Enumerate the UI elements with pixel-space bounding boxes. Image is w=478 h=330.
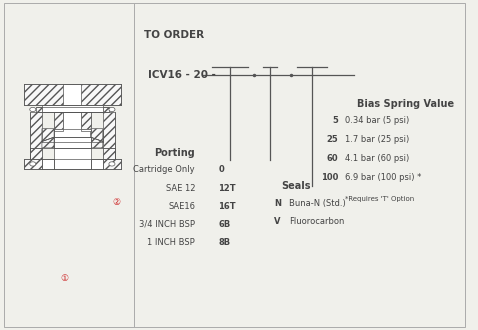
Polygon shape xyxy=(91,159,103,169)
Text: 6.9 bar (100 psi) *: 6.9 bar (100 psi) * xyxy=(345,173,421,182)
Text: 8B: 8B xyxy=(218,238,230,247)
Polygon shape xyxy=(54,148,91,169)
Text: ①: ① xyxy=(60,274,68,283)
Polygon shape xyxy=(103,107,109,112)
Text: 60: 60 xyxy=(326,154,338,163)
Text: TO ORDER: TO ORDER xyxy=(143,30,204,40)
Circle shape xyxy=(30,162,36,166)
Polygon shape xyxy=(42,137,54,148)
Circle shape xyxy=(109,107,115,112)
Polygon shape xyxy=(103,148,115,159)
Circle shape xyxy=(30,107,36,112)
Text: 5: 5 xyxy=(332,116,338,125)
Text: 12T: 12T xyxy=(218,183,236,192)
Text: 3/4 INCH BSP: 3/4 INCH BSP xyxy=(139,220,195,229)
Polygon shape xyxy=(81,112,91,129)
Text: 1.7 bar (25 psi): 1.7 bar (25 psi) xyxy=(345,135,409,144)
Polygon shape xyxy=(54,112,63,129)
Polygon shape xyxy=(54,129,63,131)
Polygon shape xyxy=(42,159,54,169)
Polygon shape xyxy=(30,112,42,159)
Polygon shape xyxy=(36,107,42,112)
Text: 100: 100 xyxy=(321,173,338,182)
Text: 1 INCH BSP: 1 INCH BSP xyxy=(147,238,195,247)
Polygon shape xyxy=(23,84,121,105)
Polygon shape xyxy=(54,137,91,148)
Polygon shape xyxy=(30,148,42,159)
Text: Buna-N (Std.): Buna-N (Std.) xyxy=(289,199,346,208)
Text: 6B: 6B xyxy=(218,220,231,229)
Text: Fluorocarbon: Fluorocarbon xyxy=(289,217,344,226)
Text: SAE 12: SAE 12 xyxy=(165,183,195,192)
Text: *Requires 'T' Option: *Requires 'T' Option xyxy=(345,195,414,202)
Polygon shape xyxy=(103,112,115,159)
Text: Seals: Seals xyxy=(282,182,311,191)
Polygon shape xyxy=(91,129,103,142)
Text: Bias Spring Value: Bias Spring Value xyxy=(357,99,454,109)
Text: Porting: Porting xyxy=(154,148,195,157)
Circle shape xyxy=(109,162,115,166)
Text: N: N xyxy=(274,199,281,208)
Polygon shape xyxy=(63,84,81,105)
Polygon shape xyxy=(42,105,103,112)
Polygon shape xyxy=(54,112,91,137)
Text: ICV16 - 20 -: ICV16 - 20 - xyxy=(148,70,216,80)
Text: ②: ② xyxy=(113,198,121,207)
Polygon shape xyxy=(42,129,54,142)
Polygon shape xyxy=(63,112,81,129)
Text: SAE16: SAE16 xyxy=(168,202,195,211)
Polygon shape xyxy=(91,137,103,148)
Text: 16T: 16T xyxy=(218,202,236,211)
Text: 4.1 bar (60 psi): 4.1 bar (60 psi) xyxy=(345,154,409,163)
Text: Cartridge Only: Cartridge Only xyxy=(133,165,195,175)
Text: 25: 25 xyxy=(326,135,338,144)
Polygon shape xyxy=(23,159,121,169)
Text: 0.34 bar (5 psi): 0.34 bar (5 psi) xyxy=(345,116,409,125)
Polygon shape xyxy=(81,129,91,131)
Text: 0: 0 xyxy=(218,165,224,175)
Text: V: V xyxy=(274,217,281,226)
